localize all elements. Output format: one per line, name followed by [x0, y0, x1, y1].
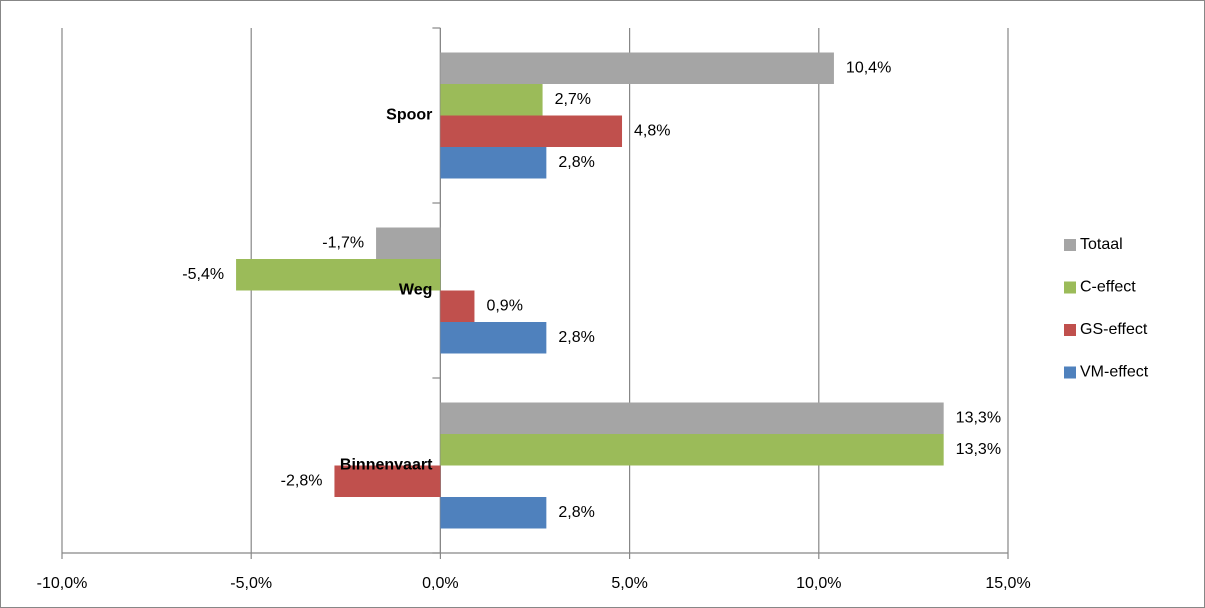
legend-label: VM-effect	[1080, 364, 1149, 381]
bar	[440, 115, 623, 147]
bar	[440, 147, 547, 179]
x-tick-label: 15,0%	[985, 575, 1030, 592]
bar	[236, 259, 441, 291]
bar	[334, 465, 441, 497]
value-label: 2,8%	[558, 329, 594, 346]
legend-swatch	[1064, 324, 1076, 336]
value-label: 2,7%	[555, 91, 591, 108]
x-tick-label: -5,0%	[230, 575, 272, 592]
value-label: 2,8%	[558, 154, 594, 171]
bar	[440, 434, 944, 466]
bar	[440, 497, 547, 529]
legend-swatch	[1064, 239, 1076, 251]
x-tick-label: 5,0%	[611, 575, 647, 592]
bar	[440, 290, 475, 322]
value-label: 13,3%	[956, 409, 1001, 426]
x-tick-label: 10,0%	[796, 575, 841, 592]
bar	[440, 322, 547, 354]
value-label: -1,7%	[322, 234, 364, 251]
value-label: -2,8%	[281, 472, 323, 489]
bar	[440, 402, 944, 434]
category-label: Weg	[399, 282, 432, 299]
value-label: 0,9%	[486, 297, 522, 314]
value-label: 10,4%	[846, 59, 891, 76]
value-label: 2,8%	[558, 504, 594, 521]
value-label: 4,8%	[634, 122, 670, 139]
value-label: -5,4%	[182, 266, 224, 283]
category-label: Binnenvaart	[340, 457, 433, 474]
bar	[440, 84, 543, 116]
bar	[376, 227, 441, 259]
value-label: 13,3%	[956, 441, 1001, 458]
legend-swatch	[1064, 366, 1076, 379]
legend-swatch	[1064, 281, 1076, 294]
legend-label: GS-effect	[1080, 321, 1148, 338]
category-label: Spoor	[386, 107, 432, 124]
legend-label: C-effect	[1080, 279, 1136, 296]
x-tick-label: 0,0%	[422, 575, 458, 592]
legend-label: Totaal	[1080, 236, 1123, 253]
x-tick-label: -10,0%	[37, 575, 88, 592]
bar	[440, 52, 834, 84]
